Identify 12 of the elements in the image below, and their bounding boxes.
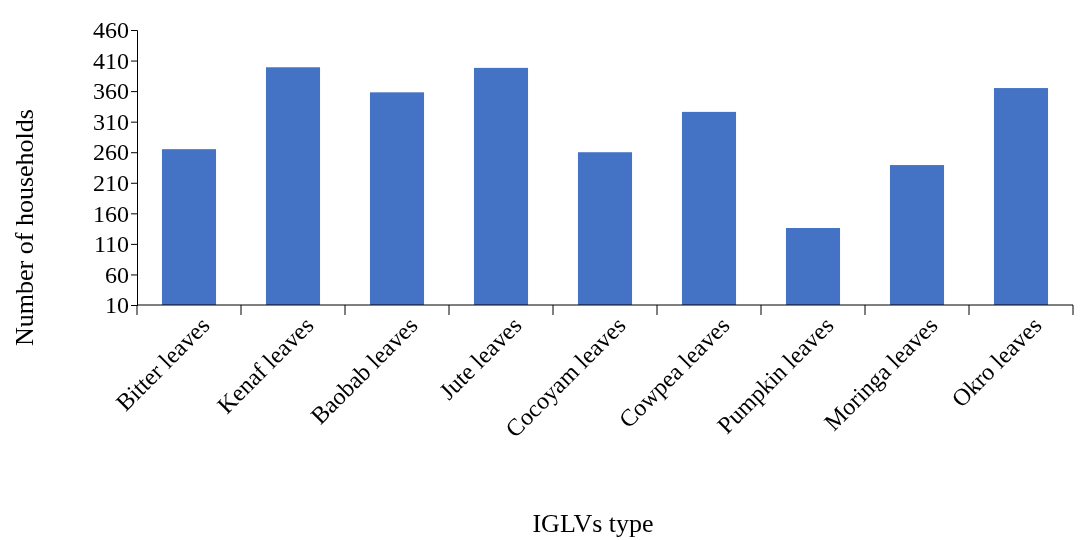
y-tick-label: 460 [93, 17, 129, 44]
y-tick-label: 160 [93, 200, 129, 227]
y-tick-label: 10 [105, 292, 129, 319]
y-axis-title: Number of households [10, 109, 39, 346]
y-tick-label: 60 [105, 261, 129, 288]
y-tick-label: 110 [93, 231, 129, 258]
y-tick-label: 360 [93, 78, 129, 105]
y-tick-label: 210 [93, 169, 129, 196]
y-tick-label: 260 [93, 139, 129, 166]
x-axis-title: IGLVs type [532, 509, 654, 538]
y-tick-label: 410 [93, 47, 129, 74]
y-tick-label: 310 [93, 108, 129, 135]
